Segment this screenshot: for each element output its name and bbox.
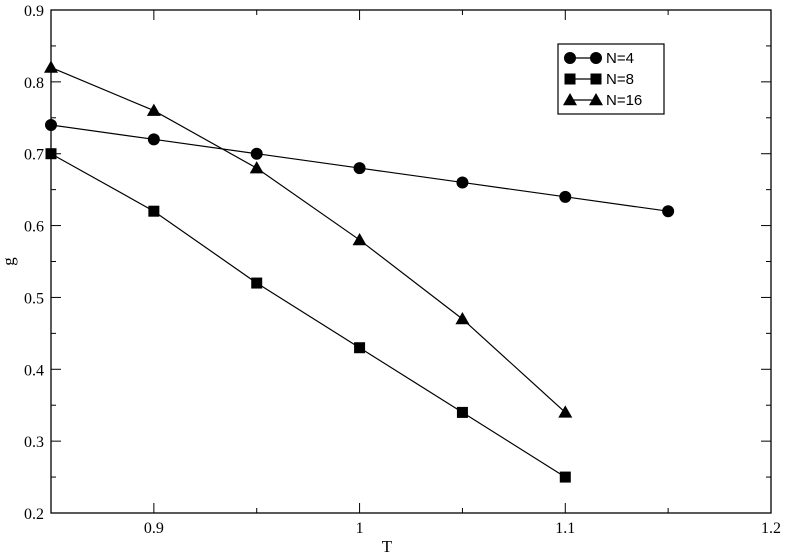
x-tick-label: 1.2 xyxy=(761,520,781,537)
data-point xyxy=(44,60,58,73)
y-tick-label: 0.3 xyxy=(24,434,44,451)
data-point xyxy=(251,277,263,289)
data-point xyxy=(558,405,573,418)
x-tick-label: 0.9 xyxy=(144,520,164,537)
data-point xyxy=(146,103,161,116)
series-n-8 xyxy=(45,148,571,483)
series-n-16 xyxy=(44,60,573,418)
data-point xyxy=(455,311,470,325)
y-tick-label: 0.5 xyxy=(24,290,44,307)
y-tick-label: 0.2 xyxy=(24,506,44,523)
legend-marker xyxy=(563,93,577,106)
data-point xyxy=(456,406,468,418)
data-point xyxy=(353,162,366,175)
data-point xyxy=(249,161,264,174)
legend-marker xyxy=(590,52,602,64)
data-point xyxy=(147,133,160,146)
legend-label: N=8 xyxy=(606,71,634,88)
data-point xyxy=(662,205,675,218)
y-tick-label: 0.9 xyxy=(24,3,44,20)
data-point xyxy=(559,190,572,203)
data-point xyxy=(45,148,57,160)
legend-marker xyxy=(589,93,603,106)
series-line xyxy=(50,66,566,413)
x-axis-label: T xyxy=(382,537,393,556)
y-tick-label: 0.4 xyxy=(24,362,44,379)
data-point xyxy=(45,118,57,131)
data-point xyxy=(352,232,367,246)
data-point xyxy=(559,471,571,483)
series-n-4 xyxy=(45,118,675,218)
y-tick-label: 0.8 xyxy=(24,75,44,92)
legend-marker xyxy=(564,52,576,64)
legend-marker xyxy=(564,73,576,85)
data-point xyxy=(148,205,160,217)
legend-label: N=16 xyxy=(606,92,642,109)
x-tick-label: 1 xyxy=(356,520,364,537)
y-tick-label: 0.6 xyxy=(24,219,44,236)
data-point xyxy=(354,342,366,354)
y-tick-label: 0.7 xyxy=(24,147,44,164)
legend-marker xyxy=(590,73,602,85)
x-tick-label: 1.1 xyxy=(555,520,575,537)
data-point xyxy=(456,176,469,189)
series-line xyxy=(50,153,566,478)
data-point xyxy=(250,147,263,160)
legend-label: N=4 xyxy=(606,50,634,67)
y-axis-label: g xyxy=(0,257,18,266)
